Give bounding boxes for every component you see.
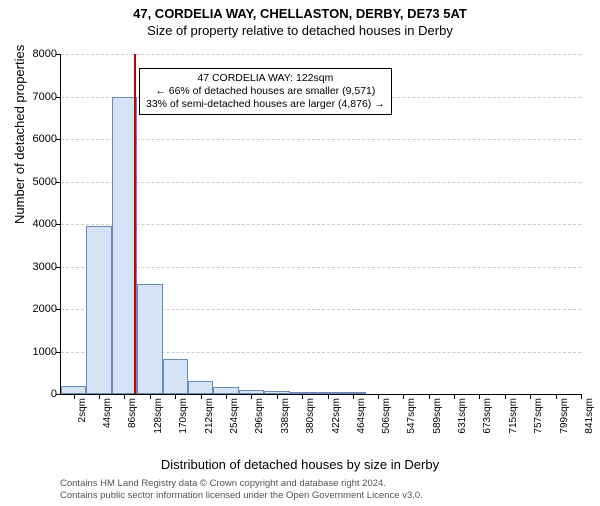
credit-line-1: Contains HM Land Registry data © Crown c… xyxy=(60,478,423,490)
x-tick-label: 506sqm xyxy=(381,398,392,434)
x-tick-mark xyxy=(124,394,125,399)
y-tick-label: 8000 xyxy=(17,48,57,60)
grid-line xyxy=(61,139,581,140)
annotation-line-3: 33% of semi-detached houses are larger (… xyxy=(146,98,385,111)
y-tick-label: 0 xyxy=(17,388,57,400)
histogram-bar xyxy=(61,386,86,394)
x-tick-mark xyxy=(277,394,278,399)
x-tick-mark xyxy=(581,394,582,399)
x-tick-label: 254sqm xyxy=(229,398,240,434)
x-tick-label: 128sqm xyxy=(153,398,164,434)
x-tick-mark xyxy=(530,394,531,399)
y-tick-label: 6000 xyxy=(17,133,57,145)
x-tick-mark xyxy=(454,394,455,399)
chart-title-main: 47, CORDELIA WAY, CHELLASTON, DERBY, DE7… xyxy=(0,6,600,21)
grid-line xyxy=(61,54,581,55)
annotation-box: 47 CORDELIA WAY: 122sqm← 66% of detached… xyxy=(139,68,392,115)
grid-line xyxy=(61,224,581,225)
credits: Contains HM Land Registry data © Crown c… xyxy=(60,478,423,502)
annotation-line-1: 47 CORDELIA WAY: 122sqm xyxy=(146,72,385,85)
grid-line xyxy=(61,267,581,268)
x-tick-label: 464sqm xyxy=(356,398,367,434)
x-tick-mark xyxy=(175,394,176,399)
plot-region: 0100020003000400050006000700080002sqm44s… xyxy=(60,54,581,395)
x-tick-mark xyxy=(403,394,404,399)
x-tick-mark xyxy=(505,394,506,399)
x-tick-label: 44sqm xyxy=(102,398,113,428)
histogram-bar xyxy=(137,284,162,395)
y-tick-label: 3000 xyxy=(17,261,57,273)
grid-line xyxy=(61,182,581,183)
annotation-line-2: ← 66% of detached houses are smaller (9,… xyxy=(146,85,385,98)
x-axis-label: Distribution of detached houses by size … xyxy=(0,457,600,472)
x-tick-mark xyxy=(74,394,75,399)
x-tick-label: 422sqm xyxy=(331,398,342,434)
x-tick-mark xyxy=(226,394,227,399)
histogram-bar xyxy=(163,359,188,394)
x-tick-label: 212sqm xyxy=(204,398,215,434)
x-tick-label: 547sqm xyxy=(406,398,417,434)
credit-line-2: Contains public sector information licen… xyxy=(60,490,423,502)
x-tick-mark xyxy=(99,394,100,399)
y-tick-label: 1000 xyxy=(17,346,57,358)
x-tick-label: 631sqm xyxy=(457,398,468,434)
x-tick-label: 757sqm xyxy=(533,398,544,434)
histogram-bar xyxy=(213,387,238,394)
x-tick-label: 86sqm xyxy=(127,398,138,428)
x-tick-mark xyxy=(353,394,354,399)
x-tick-mark xyxy=(150,394,151,399)
x-tick-mark xyxy=(302,394,303,399)
x-tick-mark xyxy=(201,394,202,399)
x-tick-mark xyxy=(251,394,252,399)
chart-area: 0100020003000400050006000700080002sqm44s… xyxy=(60,54,580,424)
y-tick-label: 2000 xyxy=(17,303,57,315)
x-tick-label: 715sqm xyxy=(508,398,519,434)
x-tick-label: 380sqm xyxy=(305,398,316,434)
x-tick-label: 296sqm xyxy=(254,398,265,434)
x-tick-mark xyxy=(429,394,430,399)
y-tick-label: 4000 xyxy=(17,218,57,230)
x-tick-label: 589sqm xyxy=(432,398,443,434)
x-tick-label: 2sqm xyxy=(77,398,88,422)
x-tick-label: 170sqm xyxy=(178,398,189,434)
histogram-bar xyxy=(86,226,111,394)
x-tick-mark xyxy=(479,394,480,399)
chart-title-sub: Size of property relative to detached ho… xyxy=(0,23,600,38)
x-tick-label: 799sqm xyxy=(559,398,570,434)
histogram-bar xyxy=(188,381,213,394)
x-tick-label: 841sqm xyxy=(584,398,595,434)
x-tick-label: 673sqm xyxy=(482,398,493,434)
x-tick-mark xyxy=(328,394,329,399)
y-tick-label: 5000 xyxy=(17,176,57,188)
x-tick-label: 338sqm xyxy=(280,398,291,434)
y-tick-label: 7000 xyxy=(17,91,57,103)
property-marker-line xyxy=(134,54,136,394)
x-tick-mark xyxy=(556,394,557,399)
x-tick-mark xyxy=(378,394,379,399)
